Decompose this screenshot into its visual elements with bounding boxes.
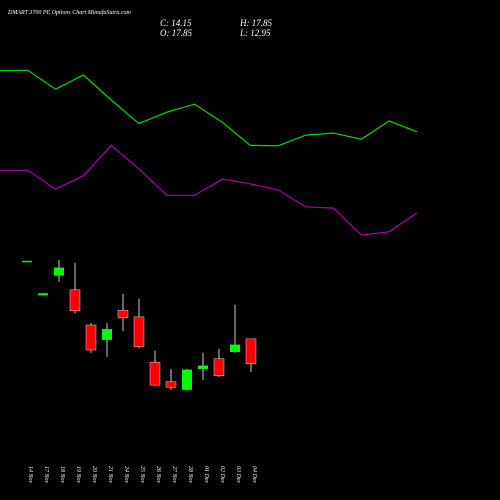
candle-body	[85, 324, 97, 351]
x-tick-label: 14 Nov	[27, 466, 34, 484]
info-open: O: 17.85	[160, 28, 192, 38]
x-tick-label: 01 Dec	[203, 466, 209, 483]
x-tick-label: 25 Nov	[139, 466, 145, 484]
info-close: C: 14.15	[160, 18, 192, 28]
candle-body	[165, 381, 177, 388]
candle-body	[102, 329, 112, 340]
x-tick-label: 17 Nov	[43, 466, 49, 484]
candle-body	[133, 316, 145, 347]
x-tick-label: 27 Nov	[171, 466, 177, 484]
x-tick-label: 04 Dec	[251, 466, 258, 483]
indicator-line	[0, 69, 418, 147]
x-tick-label: 20 Nov	[91, 466, 97, 484]
candle-body	[213, 358, 225, 376]
candle-body	[245, 338, 257, 365]
candle-body	[69, 289, 81, 312]
x-tick-label: 24 Nov	[123, 466, 130, 484]
x-tick-label: 03 Dec	[235, 466, 241, 483]
indicator-line	[0, 144, 418, 236]
x-tick-label: 18 Nov	[59, 466, 65, 484]
x-tick-label: 26 Nov	[155, 466, 161, 484]
candle-body	[182, 369, 192, 390]
candle-body	[149, 361, 161, 386]
x-tick-label: 21 Nov	[107, 466, 113, 484]
candle-body	[22, 260, 32, 263]
info-high: H: 17.85	[239, 18, 272, 28]
info-low: L: 12.95	[239, 28, 271, 38]
candle-body	[198, 365, 208, 369]
candle-body	[230, 344, 240, 353]
candle-body	[38, 293, 48, 296]
chart-title: DMART 3700 PE Options Chart MunafaSutra.…	[7, 9, 132, 16]
candle-body	[117, 309, 129, 318]
x-tick-label: 02 Dec	[219, 466, 225, 483]
x-tick-label: 28 Nov	[187, 466, 193, 484]
x-tick-label: 19 Nov	[75, 466, 81, 484]
candle-body	[54, 267, 64, 276]
